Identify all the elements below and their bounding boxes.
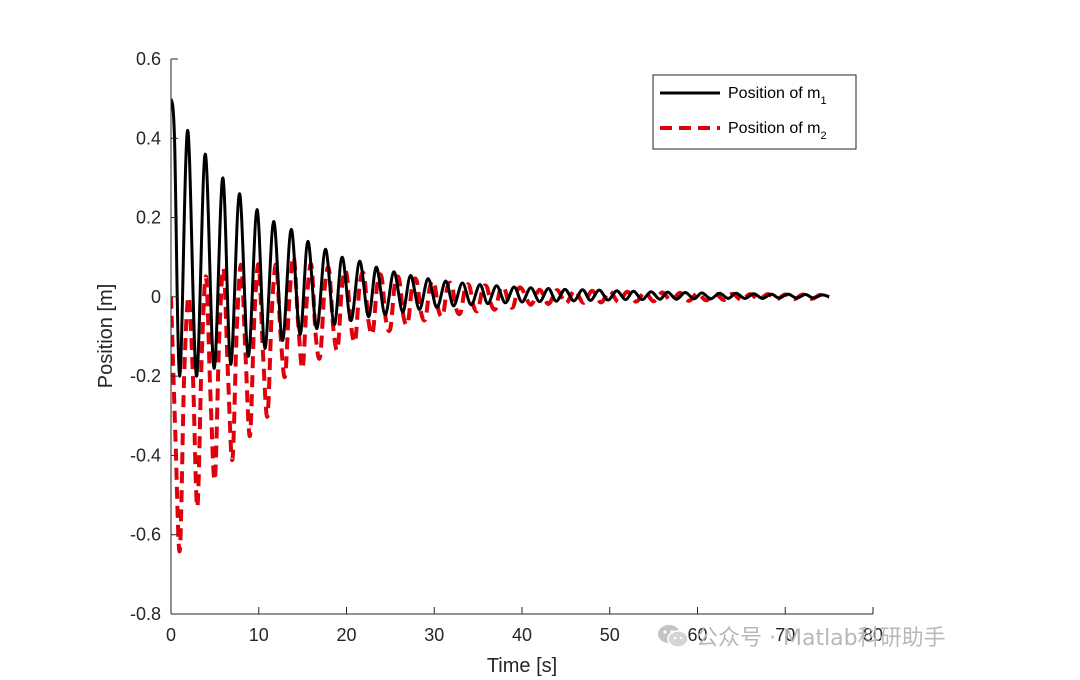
series-m1-line bbox=[171, 98, 830, 378]
x-tick-label: 70 bbox=[775, 625, 795, 645]
x-axis-title: Time [s] bbox=[487, 655, 557, 677]
x-tick-label: 20 bbox=[336, 625, 356, 645]
x-tick-label: 60 bbox=[687, 625, 707, 645]
x-tick-label: 40 bbox=[512, 625, 532, 645]
x-tick-label: 50 bbox=[600, 625, 620, 645]
x-tick-label: 10 bbox=[249, 625, 269, 645]
legend: Position of m1 Position of m2 bbox=[652, 74, 857, 150]
legend-label-m1: Position of m1 bbox=[728, 85, 827, 107]
wechat-icon bbox=[656, 622, 690, 650]
y-tick-label: 0.2 bbox=[136, 208, 161, 228]
watermark-text: 公众号 · Matlab科研助手 bbox=[696, 626, 946, 651]
y-ticks: -0.8 -0.6 -0.4 -0.2 0 0.2 0.4 0.6 bbox=[130, 49, 178, 624]
x-tick-label: 30 bbox=[424, 625, 444, 645]
legend-box bbox=[652, 74, 857, 150]
y-tick-label: 0 bbox=[151, 287, 161, 307]
y-axis-title: Position [m] bbox=[95, 284, 117, 388]
y-tick-label: -0.4 bbox=[130, 445, 161, 465]
x-tick-label: 0 bbox=[166, 625, 176, 645]
watermark: 公众号 · Matlab科研助手 bbox=[656, 620, 946, 652]
y-tick-label: 0.4 bbox=[136, 128, 161, 148]
y-tick-label: 0.6 bbox=[136, 49, 161, 69]
x-tick-label: 80 bbox=[863, 625, 883, 645]
y-tick-label: -0.6 bbox=[130, 525, 161, 545]
y-tick-label: -0.8 bbox=[130, 604, 161, 624]
x-ticks: 0 10 20 30 40 50 60 70 80 bbox=[166, 607, 883, 645]
y-tick-label: -0.2 bbox=[130, 366, 161, 386]
legend-label-m2: Position of m2 bbox=[728, 120, 827, 142]
series-m2-line bbox=[171, 254, 830, 554]
